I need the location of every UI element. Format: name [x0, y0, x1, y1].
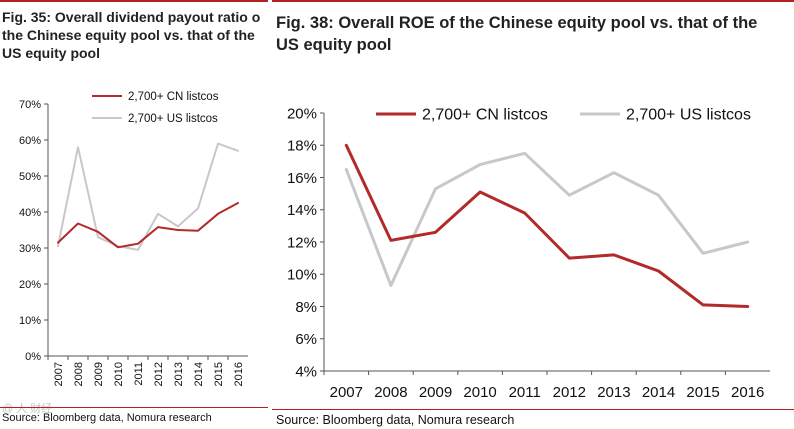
left-x-tick-label: 2008 [73, 362, 85, 386]
left-legend-label-us: 2,700+ US listcos [128, 113, 218, 125]
left-title-line-3: US equity pool [2, 45, 100, 61]
right-series-line-cn [344, 143, 750, 308]
left-legend-label-cn: 2,700+ CN listcos [128, 91, 219, 103]
right-y-tick-label: 20% [287, 105, 317, 122]
right-legend-label-cn: 2,700+ CN listcos [422, 107, 548, 124]
right-x-tick-label: 2013 [597, 384, 630, 401]
left-x-tick-label: 2012 [153, 362, 165, 386]
left-title-line-2: the Chinese equity pool vs. that of the [2, 27, 255, 43]
right-y-tick-label: 14% [287, 202, 317, 219]
right-title-line-2: US equity pool [276, 36, 392, 54]
left-y-tick-label: 70% [19, 99, 41, 111]
watermark-text: @ 人 财经 [2, 403, 53, 415]
left-line-chart: 0% 10% 20% 30% 40% 50% 60% 70% 2007 2008 2009 2010 2… [19, 91, 248, 386]
left-y-tick-label: 0% [25, 351, 41, 363]
left-y-tick-label: 60% [19, 135, 41, 147]
right-y-tick-label: 16% [287, 170, 317, 187]
right-legend-label-us: 2,700+ US listcos [626, 107, 751, 124]
right-y-tick-label: 10% [287, 267, 317, 284]
left-x-tick-label: 2009 [93, 362, 105, 386]
right-line-chart: 4% 6% 8% 10% 12% 14% 16% 18% 20% 2007 2008 2009 2010… [287, 105, 770, 401]
left-series-line-cn [57, 202, 239, 249]
right-y-tick-label: 12% [287, 234, 317, 251]
left-x-tick-label: 2014 [193, 362, 205, 386]
left-title-rule [0, 0, 268, 2]
panel-divider [268, 0, 272, 429]
right-series-line-us [344, 151, 750, 287]
left-source-note: Source: Bloomberg data, Nomura research [2, 412, 212, 424]
left-series-line-us [57, 142, 239, 251]
left-x-tick-label: 2016 [233, 362, 245, 386]
right-y-tick-label: 6% [295, 331, 317, 348]
left-x-tick-label: 2015 [213, 362, 225, 386]
left-figure-title: Fig. 35: Overall dividend payout ratio o… [2, 8, 268, 62]
right-y-tick-label: 18% [287, 138, 317, 155]
left-figure-panel: Fig. 35: Overall dividend payout ratio o… [0, 0, 268, 429]
left-y-tick-label: 40% [19, 207, 41, 219]
right-x-tick-label: 2009 [419, 384, 452, 401]
right-figure-panel: Fig. 38: Overall ROE of the Chinese equi… [272, 0, 794, 429]
right-figure-title: Fig. 38: Overall ROE of the Chinese equi… [276, 12, 757, 56]
right-source-note: Source: Bloomberg data, Nomura research [276, 413, 515, 427]
left-y-tick-label: 50% [19, 171, 41, 183]
right-x-tick-label: 2016 [731, 384, 764, 401]
left-x-tick-label: 2013 [173, 362, 185, 386]
right-x-tick-label: 2008 [374, 384, 407, 401]
left-x-tick-label: 2011 [133, 362, 145, 386]
left-title-line-1: Fig. 35: Overall dividend payout ratio o [2, 9, 261, 25]
left-y-tick-label: 20% [19, 279, 41, 291]
right-y-tick-label: 4% [295, 363, 317, 380]
left-x-tick-label: 2007 [53, 362, 65, 386]
right-x-tick-label: 2012 [553, 384, 586, 401]
right-x-tick-label: 2007 [330, 384, 363, 401]
left-y-tick-label: 10% [19, 315, 41, 327]
left-source-rule [0, 407, 268, 408]
right-x-tick-label: 2015 [686, 384, 719, 401]
right-title-line-1: Fig. 38: Overall ROE of the Chinese equi… [276, 14, 758, 32]
right-x-tick-label: 2011 [509, 384, 541, 401]
right-source-rule [272, 409, 794, 410]
right-x-tick-label: 2010 [463, 384, 496, 401]
left-y-tick-label: 30% [19, 243, 41, 255]
right-y-tick-label: 8% [295, 299, 317, 316]
left-x-tick-label: 2010 [113, 362, 125, 386]
right-title-rule [272, 0, 794, 2]
right-x-tick-label: 2014 [642, 384, 675, 401]
